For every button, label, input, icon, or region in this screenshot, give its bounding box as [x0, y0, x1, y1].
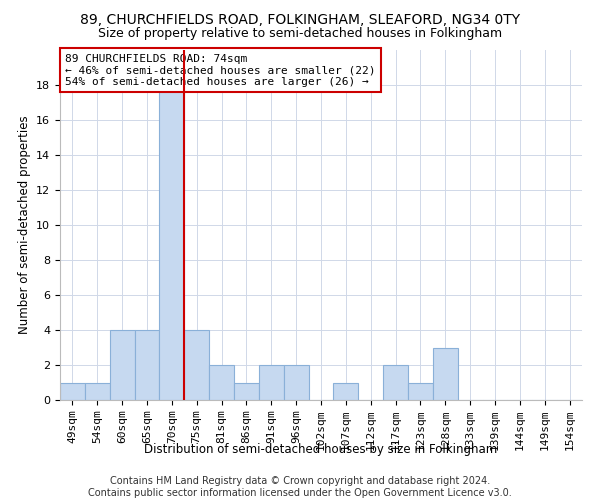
Bar: [134, 330, 160, 400]
Bar: [284, 365, 308, 400]
Bar: [234, 382, 259, 400]
Bar: [184, 330, 209, 400]
Bar: [408, 382, 433, 400]
Text: 89 CHURCHFIELDS ROAD: 74sqm
← 46% of semi-detached houses are smaller (22)
54% o: 89 CHURCHFIELDS ROAD: 74sqm ← 46% of sem…: [65, 54, 376, 86]
Bar: [383, 365, 408, 400]
Text: Size of property relative to semi-detached houses in Folkingham: Size of property relative to semi-detach…: [98, 28, 502, 40]
Bar: [259, 365, 284, 400]
Bar: [334, 382, 358, 400]
Bar: [160, 85, 184, 400]
Bar: [85, 382, 110, 400]
Bar: [209, 365, 234, 400]
Bar: [433, 348, 458, 400]
Text: Contains HM Land Registry data © Crown copyright and database right 2024.
Contai: Contains HM Land Registry data © Crown c…: [88, 476, 512, 498]
Y-axis label: Number of semi-detached properties: Number of semi-detached properties: [17, 116, 31, 334]
Bar: [60, 382, 85, 400]
Bar: [110, 330, 134, 400]
Text: 89, CHURCHFIELDS ROAD, FOLKINGHAM, SLEAFORD, NG34 0TY: 89, CHURCHFIELDS ROAD, FOLKINGHAM, SLEAF…: [80, 12, 520, 26]
Text: Distribution of semi-detached houses by size in Folkingham: Distribution of semi-detached houses by …: [145, 442, 497, 456]
